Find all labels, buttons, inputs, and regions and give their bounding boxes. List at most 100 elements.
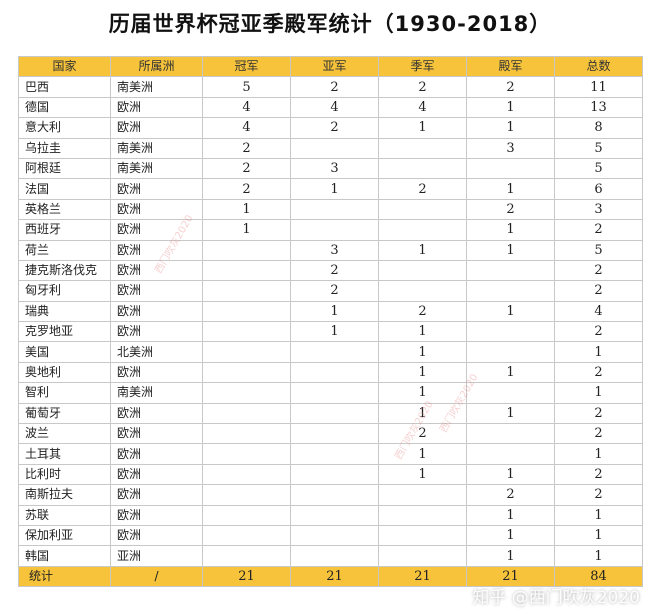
count-cell	[202, 382, 291, 404]
country-cell: 捷克斯洛伐克	[18, 259, 111, 282]
count-cell: 1	[378, 239, 467, 261]
count-cell: 1	[290, 321, 379, 343]
country-cell: 阿根廷	[18, 157, 111, 180]
count-cell: 1	[290, 178, 379, 200]
count-cell: 21	[466, 565, 555, 588]
count-cell: 84	[554, 565, 643, 588]
count-cell	[290, 504, 379, 526]
continent-cell: 欧洲	[110, 423, 203, 445]
table-row: 德国 欧洲 4 4 4 1 13	[18, 96, 643, 119]
continent-cell: 欧洲	[110, 402, 203, 425]
count-cell	[202, 423, 291, 445]
total-row: 统计/21 21 21 21 84	[18, 565, 643, 588]
continent-cell: 南美洲	[110, 137, 203, 159]
count-cell: 2	[378, 423, 467, 445]
table-header: 国家 所属洲 冠军 亚军 季军 殿军 总数	[18, 55, 643, 78]
count-cell	[378, 137, 467, 159]
count-cell: 1	[466, 178, 555, 200]
count-cell: 1	[378, 321, 467, 343]
country-cell: 乌拉圭	[18, 137, 111, 159]
continent-cell: 欧洲	[110, 198, 203, 221]
count-cell: 2	[290, 259, 379, 282]
count-cell	[466, 280, 555, 302]
count-cell	[290, 341, 379, 363]
country-cell: 美国	[18, 341, 111, 363]
count-cell: 1	[466, 463, 555, 486]
header-row: 国家 所属洲 冠军 亚军 季军 殿军 总数	[18, 55, 643, 78]
country-cell: 法国	[18, 178, 111, 200]
table-row: 比利时 欧洲 1 1 2	[18, 463, 643, 486]
country-cell: 荷兰	[18, 239, 111, 261]
count-cell	[202, 443, 291, 465]
column-header: 亚军	[290, 55, 379, 78]
continent-cell: 欧洲	[110, 300, 203, 323]
count-cell: 2	[554, 402, 643, 425]
count-cell	[290, 484, 379, 506]
count-cell	[466, 382, 555, 404]
count-cell: 6	[554, 178, 643, 200]
table-row: 美国 北美洲 1 1	[18, 341, 643, 363]
table-row: 奥地利 欧洲 1 1 2	[18, 361, 643, 384]
country-cell: 巴西	[18, 76, 111, 98]
count-cell: 2	[554, 463, 643, 486]
count-cell: 1	[466, 361, 555, 384]
count-cell	[290, 382, 379, 404]
count-cell: 1	[466, 524, 555, 547]
count-cell: 1	[202, 198, 291, 221]
count-cell: 1	[378, 402, 467, 425]
table-row: 荷兰 欧洲 3 1 1 5	[18, 239, 643, 261]
table-row: 西班牙 欧洲 1 1 2	[18, 219, 643, 241]
count-cell: 2	[202, 137, 291, 159]
count-cell	[290, 361, 379, 384]
count-cell: 3	[290, 157, 379, 180]
count-cell: 1	[466, 117, 555, 139]
count-cell	[290, 402, 379, 425]
count-cell	[202, 504, 291, 526]
count-cell	[378, 524, 467, 547]
column-header: 国家	[18, 55, 111, 78]
count-cell	[290, 137, 379, 159]
count-cell: 1	[378, 361, 467, 384]
table-row: 英格兰 欧洲 1 2 3	[18, 198, 643, 221]
table-row: 韩国 亚洲 1 1	[18, 545, 643, 567]
count-cell: 2	[554, 280, 643, 302]
source-watermark: 知乎 @西门吹灰2020	[472, 588, 640, 608]
count-cell	[378, 504, 467, 526]
count-cell: 21	[378, 565, 467, 588]
count-cell: 21	[290, 565, 379, 588]
count-cell	[378, 219, 467, 241]
continent-cell: 欧洲	[110, 280, 203, 302]
count-cell: 1	[466, 239, 555, 261]
table-row: 巴西 南美洲 5 2 2 2 11	[18, 76, 643, 98]
count-cell: 1	[378, 382, 467, 404]
count-cell	[378, 280, 467, 302]
count-cell: 2	[466, 76, 555, 98]
column-header: 殿军	[466, 55, 555, 78]
count-cell: 21	[202, 565, 291, 588]
continent-cell: 南美洲	[110, 382, 203, 404]
count-cell	[290, 443, 379, 465]
count-cell: 5	[554, 137, 643, 159]
count-cell: 2	[202, 157, 291, 180]
count-cell: 2	[290, 280, 379, 302]
table-row: 捷克斯洛伐克 欧洲 2 2	[18, 259, 643, 282]
count-cell: 1	[466, 504, 555, 526]
table-row: 苏联 欧洲 1 1	[18, 504, 643, 526]
column-header: 所属洲	[110, 55, 203, 78]
count-cell: 2	[554, 484, 643, 506]
count-cell	[290, 423, 379, 445]
column-header: 季军	[378, 55, 467, 78]
country-cell: 匈牙利	[18, 280, 111, 302]
continent-cell: 欧洲	[110, 117, 203, 139]
count-cell	[202, 259, 291, 282]
count-cell: 3	[290, 239, 379, 261]
count-cell	[202, 545, 291, 567]
count-cell: 1	[290, 300, 379, 323]
country-cell: 统计	[18, 565, 111, 588]
count-cell: 1	[378, 341, 467, 363]
count-cell	[466, 443, 555, 465]
table-row: 南斯拉夫 欧洲 2 2	[18, 484, 643, 506]
country-cell: 德国	[18, 96, 111, 119]
count-cell: 13	[554, 96, 643, 119]
count-cell: 4	[378, 96, 467, 119]
